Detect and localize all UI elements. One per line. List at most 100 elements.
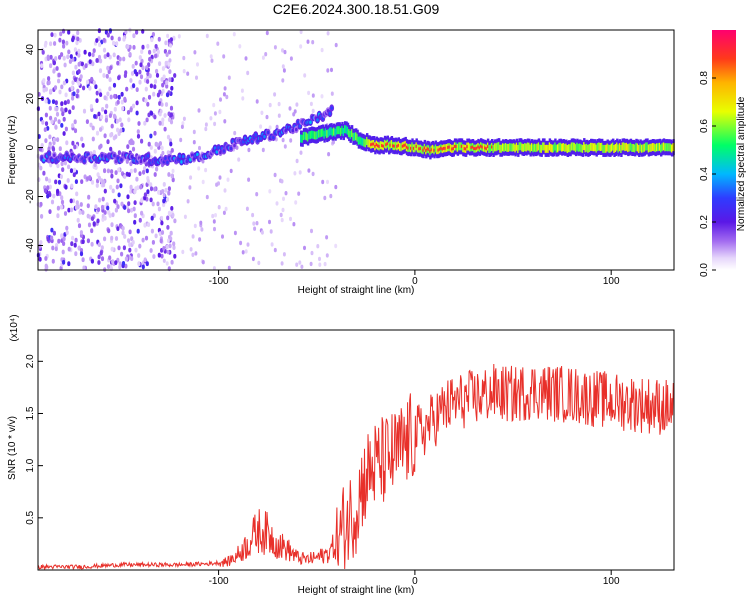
- heatmap-cell: [299, 29, 303, 35]
- heatmap-cell: [372, 142, 376, 146]
- heatmap-cell: [334, 184, 338, 190]
- heatmap-cell: [458, 142, 461, 151]
- heatmap-cell: [323, 261, 327, 267]
- heatmap-cell: [414, 144, 417, 153]
- heatmap-cell: [149, 110, 154, 116]
- heatmap-cell: [503, 143, 506, 152]
- heatmap-cell: [598, 142, 601, 151]
- heatmap-cell: [405, 145, 409, 149]
- heatmap-cell: [324, 128, 328, 137]
- heatmap-cell: [100, 245, 104, 251]
- heatmap-cell: [120, 122, 124, 128]
- heatmap-cell: [116, 178, 120, 184]
- heatmap-cell: [139, 198, 144, 203]
- heatmap-cell: [500, 144, 504, 153]
- heatmap-cell: [109, 132, 113, 138]
- heatmap-cell: [311, 108, 315, 114]
- heatmap-cell: [281, 78, 285, 83]
- heatmap-cell: [82, 85, 86, 91]
- heatmap-cell: [183, 214, 187, 219]
- heatmap-cell: [186, 199, 190, 204]
- heatmap-cell: [88, 85, 92, 91]
- heatmap-cell: [303, 73, 307, 78]
- heatmap-cell: [146, 178, 150, 184]
- heatmap-cell: [339, 127, 343, 136]
- heatmap-cell: [79, 202, 83, 207]
- heatmap-cell: [49, 54, 53, 60]
- heatmap-cell: [39, 240, 43, 245]
- heatmap-cell: [77, 69, 81, 74]
- heatmap-cell: [122, 56, 126, 62]
- heatmap-cell: [438, 147, 442, 151]
- heatmap-cell: [400, 143, 403, 152]
- heatmap-cell: [162, 258, 166, 263]
- heatmap-cell: [434, 144, 438, 153]
- heatmap-cell: [153, 186, 157, 192]
- heatmap-cell: [146, 43, 150, 49]
- heatmap-cell: [592, 143, 596, 152]
- heatmap-cell: [152, 91, 156, 97]
- heatmap-cell: [318, 256, 321, 262]
- heatmap-cell: [129, 161, 133, 167]
- heatmap-cell: [233, 130, 237, 136]
- heatmap-cell: [78, 38, 82, 43]
- heatmap-cell: [543, 142, 546, 151]
- heatmap-cell: [266, 130, 270, 135]
- heatmap-cell: [649, 143, 652, 152]
- heatmap-cell: [224, 206, 228, 212]
- heatmap-cell: [106, 139, 110, 145]
- heatmap-cell: [64, 126, 68, 132]
- heatmap-cell: [554, 142, 557, 151]
- heatmap-cell: [671, 144, 674, 153]
- heatmap-cell: [123, 174, 127, 179]
- heatmap-cell: [49, 63, 53, 69]
- heatmap-cell: [54, 125, 58, 130]
- heatmap-cell: [411, 142, 414, 151]
- heatmap-cell: [601, 142, 604, 151]
- heatmap-cell: [204, 167, 208, 173]
- heatmap-cell: [537, 142, 541, 151]
- heatmap-cell: [95, 58, 99, 63]
- heatmap-cell: [92, 48, 96, 53]
- heatmap-cell: [431, 144, 435, 153]
- heatmap-cell: [212, 266, 216, 271]
- heatmap-cell: [38, 243, 42, 249]
- heatmap-cell: [522, 144, 525, 152]
- heatmap-cell: [95, 90, 99, 96]
- heatmap-cell: [123, 205, 127, 210]
- heatmap-cell: [532, 144, 535, 153]
- heatmap-cell: [166, 249, 170, 255]
- heatmap-cell: [108, 28, 112, 33]
- heatmap-cell: [273, 247, 277, 253]
- heatmap-cell: [330, 127, 333, 136]
- heatmap-cell: [113, 93, 117, 99]
- heatmap-cell: [169, 112, 173, 118]
- heatmap-cell: [133, 168, 137, 173]
- heatmap-cell: [137, 121, 141, 126]
- heatmap-cell: [301, 134, 304, 143]
- heatmap-cell: [145, 168, 149, 174]
- heatmap-cell: [113, 153, 116, 158]
- heatmap-cell: [56, 205, 61, 211]
- heatmap-cell: [524, 143, 527, 152]
- heatmap-cell: [161, 66, 165, 71]
- heatmap-cell: [140, 58, 144, 64]
- heatmap-cell: [136, 228, 140, 234]
- heatmap-cell: [551, 144, 554, 153]
- snr-panel: -100 0 100 0.5 1.0 1.5 2.0 Height of straight…: [7, 314, 675, 596]
- heatmap-cell: [120, 201, 124, 207]
- heatmap-cell: [97, 242, 101, 248]
- heatmap-cell: [261, 147, 265, 153]
- heatmap-cell: [313, 131, 317, 140]
- heatmap-cell: [73, 167, 77, 173]
- heatmap-cell: [311, 130, 314, 139]
- heatmap-cell: [508, 143, 512, 152]
- spectrogram-x-axis: -100 0 100: [209, 270, 620, 287]
- heatmap-cell: [146, 79, 150, 84]
- heatmap-cell: [526, 142, 530, 151]
- heatmap-cell: [110, 123, 114, 129]
- heatmap-cell: [57, 238, 61, 244]
- heatmap-cell: [52, 230, 57, 236]
- heatmap-cell: [629, 142, 633, 151]
- heatmap-cell: [618, 143, 622, 152]
